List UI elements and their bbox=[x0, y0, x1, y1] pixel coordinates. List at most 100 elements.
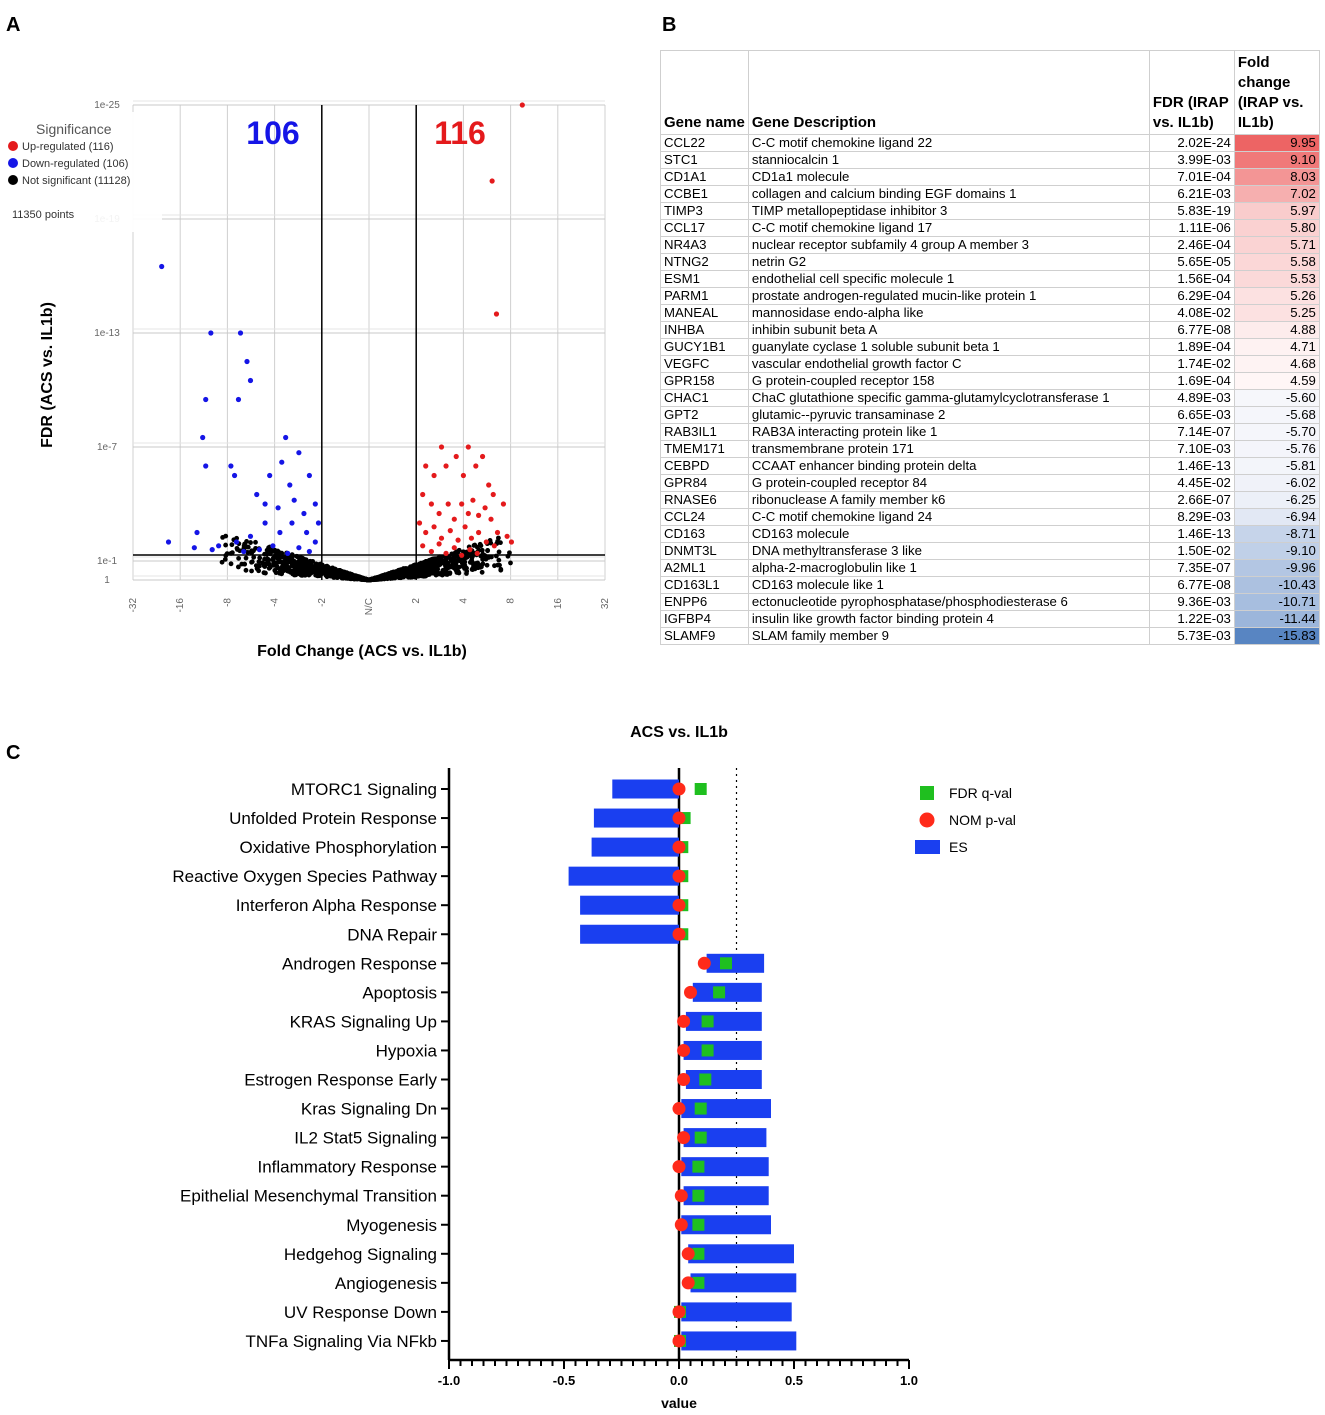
point-not-significant bbox=[356, 574, 362, 580]
point-not-significant bbox=[266, 565, 272, 571]
point-not-significant bbox=[257, 563, 262, 569]
nom-pval-marker bbox=[672, 927, 686, 941]
cell-fdr: 9.36E-03 bbox=[1148, 593, 1235, 611]
gsea-legend: FDR q-val NOM p-val ES bbox=[915, 785, 1016, 855]
cell-gene-name: IGFBP4 bbox=[660, 610, 749, 628]
point-not-significant bbox=[292, 559, 297, 565]
point-up-regulated bbox=[473, 463, 479, 469]
cell-fold-change: 5.58 bbox=[1233, 253, 1320, 271]
point-up-regulated bbox=[431, 472, 437, 479]
table-row: GPR158 G protein-coupled receptor 158 1.69… bbox=[660, 372, 1320, 390]
point-not-significant bbox=[441, 560, 446, 566]
table-header-row: Gene name Gene Description FDR (IRAP vs.… bbox=[660, 50, 1320, 135]
point-up-regulated bbox=[504, 533, 510, 539]
down-count-label: 106 bbox=[246, 115, 299, 151]
point-not-significant bbox=[479, 547, 485, 553]
point-not-significant bbox=[360, 575, 365, 581]
cell-fold-change: 5.25 bbox=[1233, 304, 1320, 322]
panel-label-c: C bbox=[6, 742, 21, 764]
point-up-regulated bbox=[491, 543, 497, 549]
table-row: NR4A3 nuclear receptor subfamily 4 group … bbox=[660, 236, 1320, 254]
cell-fold-change: -5.81 bbox=[1233, 457, 1320, 475]
point-down-regulated bbox=[306, 472, 312, 479]
cell-gene-name: CCBE1 bbox=[660, 185, 749, 203]
cell-gene-name: RAB3IL1 bbox=[660, 423, 749, 441]
point-not-significant bbox=[411, 573, 417, 579]
cell-gene-description: G protein-coupled receptor 158 bbox=[747, 372, 1150, 390]
point-not-significant bbox=[248, 540, 253, 545]
cell-fdr: 6.29E-04 bbox=[1148, 287, 1235, 305]
y-tick-label: 1 bbox=[104, 575, 110, 586]
point-up-regulated bbox=[443, 550, 449, 557]
point-up-regulated bbox=[482, 505, 488, 511]
category-label: Oxidative Phosphorylation bbox=[239, 838, 437, 857]
point-not-significant bbox=[479, 569, 485, 575]
x-tick-label: 8 bbox=[506, 598, 517, 604]
point-not-significant bbox=[427, 557, 433, 563]
es-bar bbox=[683, 1186, 769, 1206]
cell-fold-change: -9.96 bbox=[1233, 559, 1320, 577]
es-bar bbox=[683, 1128, 767, 1148]
point-not-significant bbox=[283, 557, 289, 562]
cell-gene-name: CD163L1 bbox=[660, 576, 749, 594]
point-not-significant bbox=[405, 570, 411, 576]
table-row: ESM1 endothelial cell specific molecule 1… bbox=[660, 270, 1320, 288]
es-bar bbox=[681, 1099, 771, 1119]
point-not-significant bbox=[479, 562, 485, 568]
point-not-significant bbox=[222, 557, 228, 562]
y-tick-label: 1e-1 bbox=[97, 556, 117, 567]
cell-gene-description: endothelial cell specific molecule 1 bbox=[747, 270, 1150, 288]
point-not-significant bbox=[508, 560, 513, 566]
cell-fdr: 6.77E-08 bbox=[1148, 576, 1235, 594]
point-up-regulated bbox=[436, 541, 442, 547]
point-not-significant bbox=[447, 570, 453, 576]
point-not-significant bbox=[426, 567, 431, 573]
point-down-regulated bbox=[304, 529, 310, 536]
point-not-significant bbox=[432, 556, 438, 562]
category-label: Kras Signaling Dn bbox=[301, 1100, 437, 1119]
header-fdr: FDR (IRAP vs. IL1b) bbox=[1148, 50, 1235, 135]
point-not-significant bbox=[294, 553, 300, 559]
table-row: TIMP3 TIMP metallopeptidase inhibitor 3 5.… bbox=[660, 202, 1320, 220]
table-row: PARM1 prostate androgen-regulated mucin-l… bbox=[660, 287, 1320, 305]
cell-gene-name: VEGFC bbox=[660, 355, 749, 373]
point-up-regulated bbox=[460, 472, 466, 479]
cell-fdr: 7.14E-07 bbox=[1148, 423, 1235, 441]
point-not-significant bbox=[256, 568, 262, 574]
cell-fdr: 5.73E-03 bbox=[1148, 627, 1235, 645]
point-not-significant bbox=[450, 557, 456, 563]
point-down-regulated bbox=[306, 548, 312, 555]
point-not-significant bbox=[335, 573, 341, 579]
point-down-regulated bbox=[203, 463, 209, 469]
es-bar bbox=[681, 1215, 771, 1235]
category-label: Angiogenesis bbox=[335, 1274, 437, 1293]
es-bar bbox=[681, 1302, 792, 1322]
cell-fold-change: 5.26 bbox=[1233, 287, 1320, 305]
cell-gene-name: SLAMF9 bbox=[660, 627, 749, 645]
cell-fdr: 2.02E-24 bbox=[1148, 134, 1235, 152]
nom-pval-marker bbox=[674, 1189, 688, 1203]
point-down-regulated bbox=[247, 377, 254, 384]
fdr-qval-marker bbox=[694, 1102, 707, 1115]
legend-item-label: Up-regulated (116) bbox=[22, 141, 114, 153]
point-up-regulated bbox=[468, 535, 475, 541]
point-up-regulated bbox=[459, 501, 465, 507]
cell-fold-change: -5.76 bbox=[1233, 440, 1320, 458]
cell-fold-change: 5.97 bbox=[1233, 202, 1320, 220]
point-down-regulated bbox=[194, 529, 200, 536]
cell-gene-name: CD1A1 bbox=[660, 168, 749, 186]
point-not-significant bbox=[446, 565, 452, 570]
volcano-legend: Significance Up-regulated (116) Down-regul… bbox=[4, 112, 162, 232]
cell-gene-description: C-C motif chemokine ligand 17 bbox=[747, 219, 1150, 237]
table-row: TMEM171 transmembrane protein 171 7.10E-03… bbox=[660, 440, 1320, 458]
cell-gene-description: nuclear receptor subfamily 4 group A mem… bbox=[747, 236, 1150, 254]
point-not-significant bbox=[261, 570, 267, 576]
point-not-significant bbox=[496, 557, 502, 563]
point-up-regulated bbox=[489, 178, 495, 184]
es-bar bbox=[681, 1331, 797, 1351]
point-not-significant bbox=[434, 560, 439, 566]
point-not-significant bbox=[235, 564, 241, 570]
fdr-qval-marker bbox=[676, 870, 689, 883]
nom-pval-marker bbox=[672, 1160, 686, 1174]
point-not-significant bbox=[308, 567, 314, 573]
